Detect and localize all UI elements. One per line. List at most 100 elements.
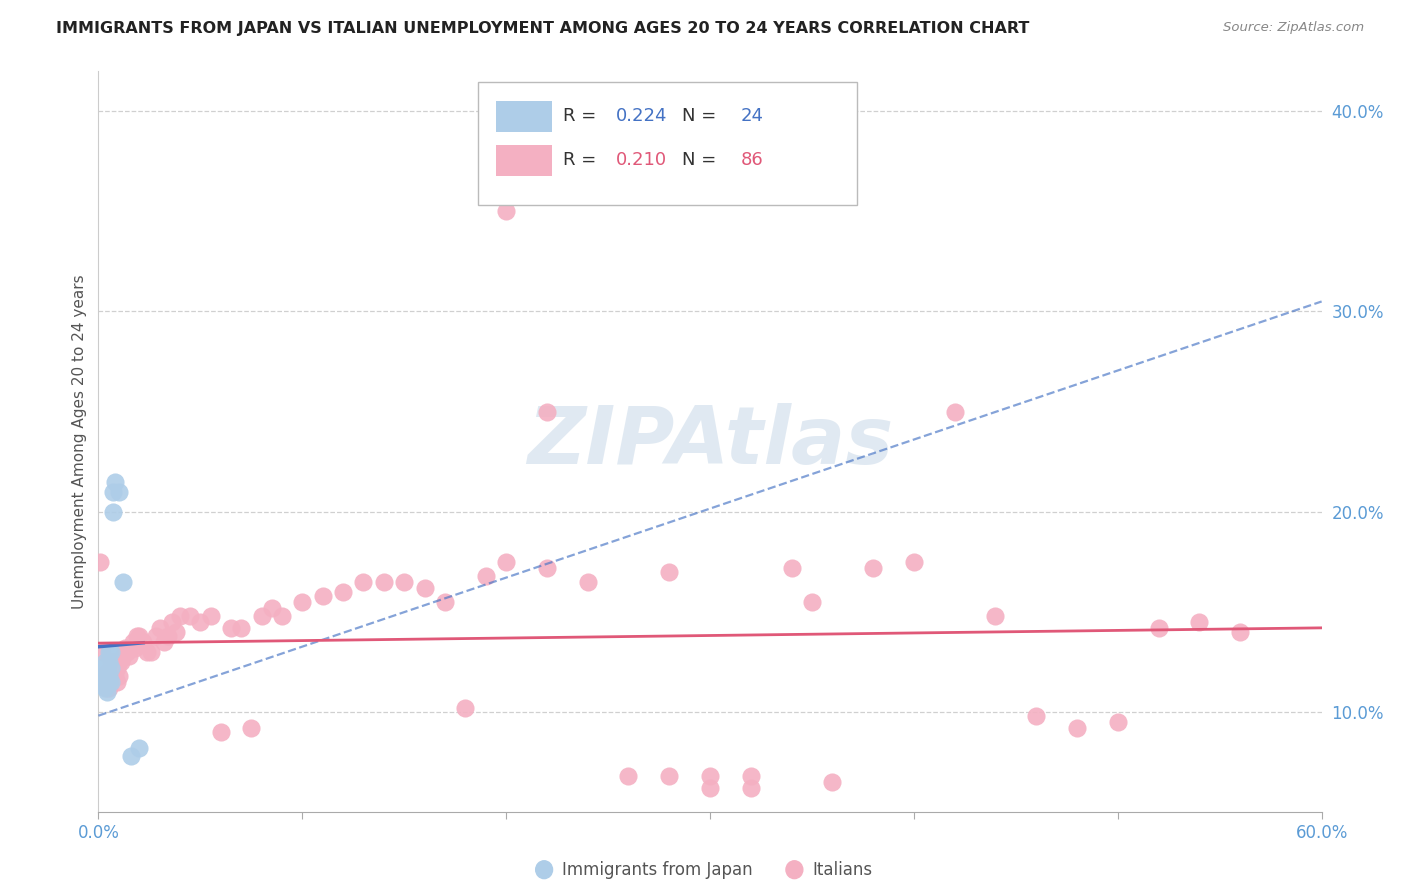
Point — [658, 769, 681, 783]
FancyBboxPatch shape — [478, 82, 856, 204]
Text: Italians: Italians — [813, 861, 873, 879]
Point — [219, 621, 242, 635]
Point — [97, 674, 120, 689]
Point — [740, 769, 762, 783]
Point — [209, 724, 232, 739]
Point — [120, 640, 142, 655]
Point — [114, 640, 136, 655]
Point — [188, 615, 212, 629]
Point — [101, 484, 124, 499]
Point — [801, 594, 824, 608]
Point — [1025, 708, 1047, 723]
Point — [141, 645, 163, 659]
Text: 24: 24 — [741, 107, 763, 125]
Point — [291, 594, 314, 608]
Point — [93, 668, 115, 682]
Point — [231, 621, 253, 635]
Point — [903, 555, 925, 569]
Point — [91, 668, 114, 682]
Point — [100, 655, 122, 669]
Point — [312, 589, 335, 603]
Point — [115, 645, 138, 659]
Point — [101, 668, 124, 682]
Point — [536, 560, 558, 574]
Point — [136, 645, 159, 659]
Point — [105, 674, 128, 689]
Point — [91, 660, 114, 674]
Point — [93, 668, 115, 682]
Text: N =: N = — [682, 107, 721, 125]
Point — [536, 404, 558, 418]
Point — [108, 668, 131, 682]
Point — [250, 608, 273, 623]
Point — [128, 629, 150, 643]
Point — [145, 629, 167, 643]
Point — [97, 668, 120, 682]
Point — [108, 655, 131, 669]
Point — [413, 581, 436, 595]
Point — [91, 645, 114, 659]
Point — [821, 774, 844, 789]
Point — [160, 615, 183, 629]
Point — [454, 700, 477, 714]
Point — [434, 594, 457, 608]
Point — [89, 555, 111, 569]
Point — [132, 634, 155, 648]
Point — [200, 608, 222, 623]
Point — [100, 674, 122, 689]
Point — [240, 721, 263, 735]
FancyBboxPatch shape — [496, 145, 553, 177]
Point — [118, 648, 141, 663]
Text: 0.224: 0.224 — [616, 107, 668, 125]
Point — [97, 668, 120, 682]
Point — [1066, 721, 1088, 735]
Text: Source: ZipAtlas.com: Source: ZipAtlas.com — [1223, 21, 1364, 34]
Point — [128, 740, 150, 755]
Point — [93, 674, 115, 689]
Point — [352, 574, 374, 589]
Point — [96, 660, 118, 674]
Text: N =: N = — [682, 152, 721, 169]
Text: IMMIGRANTS FROM JAPAN VS ITALIAN UNEMPLOYMENT AMONG AGES 20 TO 24 YEARS CORRELAT: IMMIGRANTS FROM JAPAN VS ITALIAN UNEMPLO… — [56, 21, 1029, 36]
Point — [96, 684, 118, 698]
Point — [617, 769, 640, 783]
Y-axis label: Unemployment Among Ages 20 to 24 years: Unemployment Among Ages 20 to 24 years — [72, 274, 87, 609]
Point — [122, 634, 145, 648]
Point — [111, 574, 134, 589]
Point — [658, 565, 681, 579]
Point — [104, 475, 127, 489]
Point — [101, 505, 124, 519]
Point — [96, 681, 118, 695]
Point — [96, 674, 118, 689]
Point — [108, 484, 131, 499]
Point — [943, 404, 966, 418]
Point — [104, 655, 127, 669]
Point — [97, 645, 120, 659]
Point — [780, 560, 803, 574]
Point — [100, 660, 122, 674]
Point — [97, 655, 120, 669]
Point — [97, 674, 120, 689]
Point — [1107, 714, 1129, 729]
Point — [1229, 624, 1251, 639]
Point — [474, 568, 498, 582]
Point — [93, 681, 115, 695]
Text: R =: R = — [564, 152, 602, 169]
Point — [576, 574, 599, 589]
Point — [169, 608, 191, 623]
Point — [152, 634, 174, 648]
Point — [699, 780, 721, 795]
Point — [89, 668, 111, 682]
Point — [165, 624, 187, 639]
Point — [97, 681, 120, 695]
Point — [110, 655, 132, 669]
Point — [111, 648, 134, 663]
Point — [270, 608, 294, 623]
Point — [127, 629, 149, 643]
Point — [105, 660, 128, 674]
Point — [104, 668, 127, 682]
Point — [120, 748, 142, 763]
Point — [91, 674, 114, 689]
Point — [96, 674, 118, 689]
Point — [373, 574, 395, 589]
